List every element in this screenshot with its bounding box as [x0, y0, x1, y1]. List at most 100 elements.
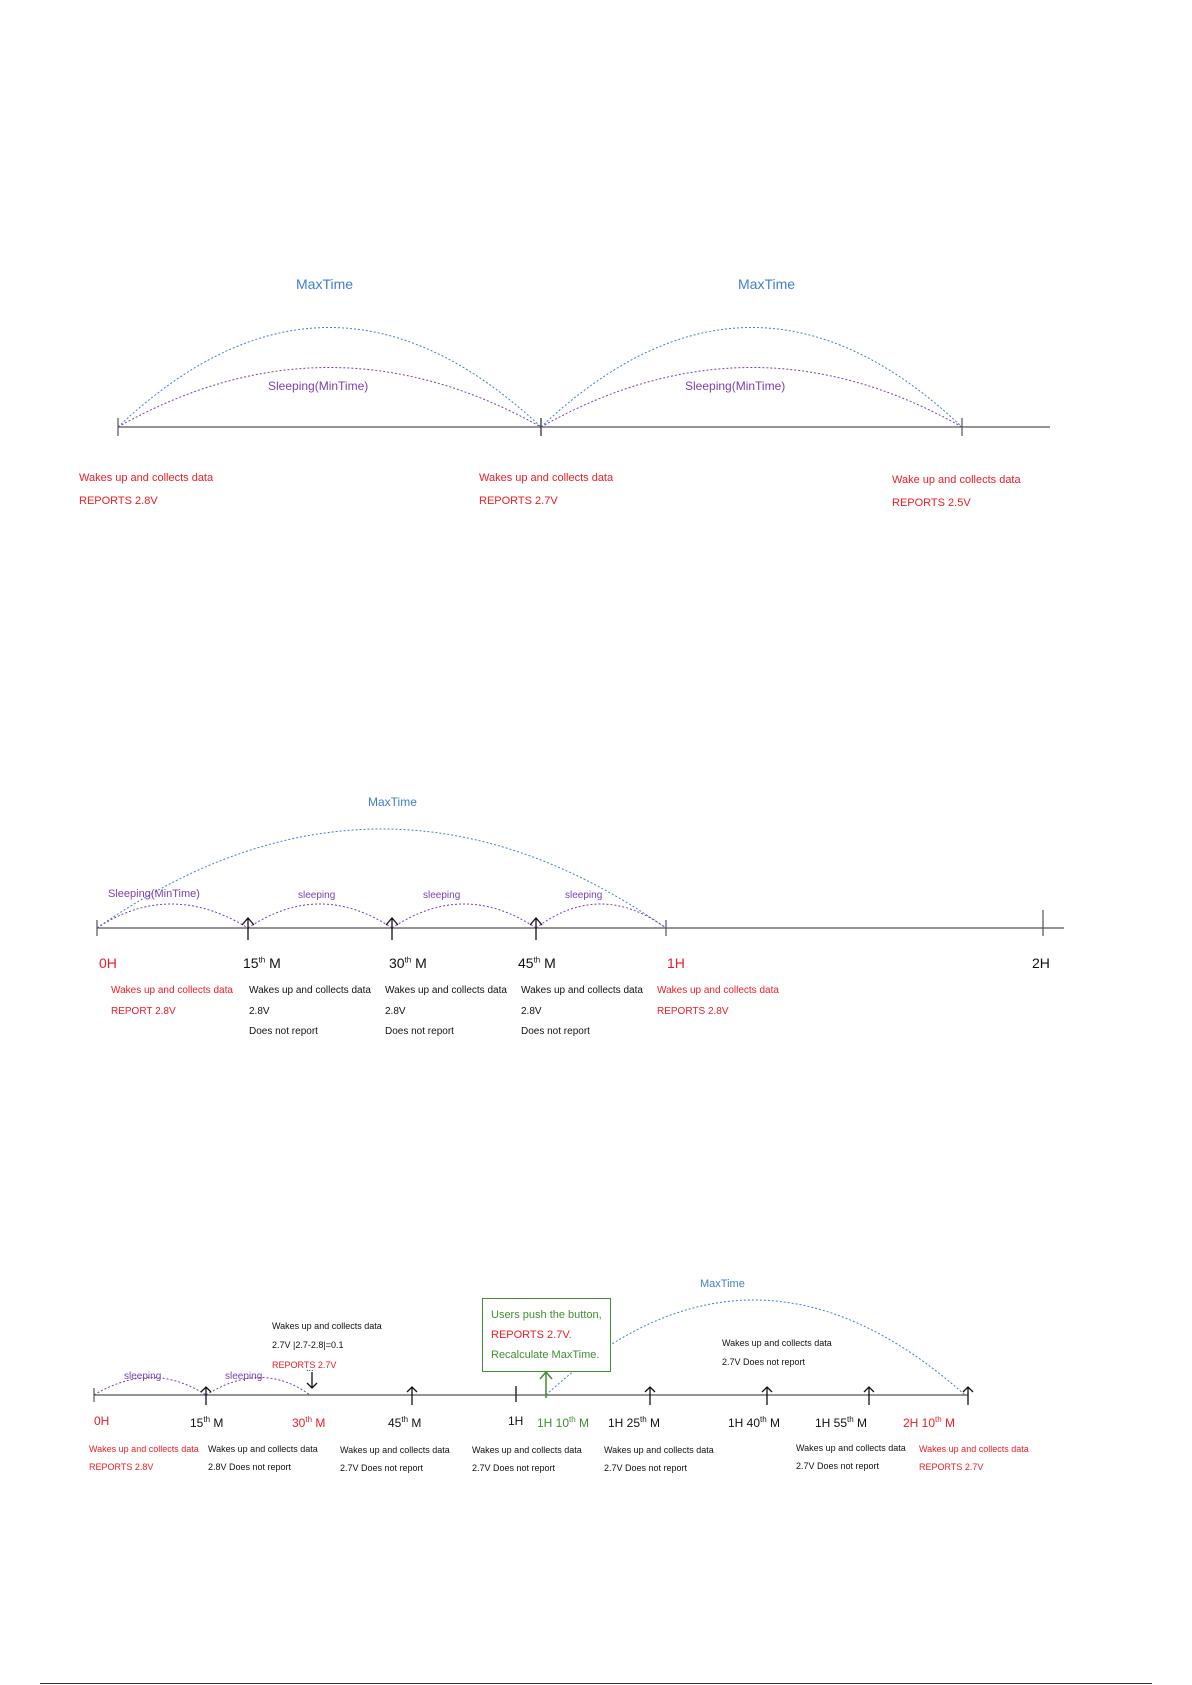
wake-arrow — [863, 1386, 875, 1405]
tick-label-15m: 15th M — [243, 955, 281, 971]
tick-unit: M — [853, 1416, 868, 1430]
event-note-line: Wakes up and collects data — [340, 1445, 450, 1455]
event-note-line: 2.8V — [521, 1005, 542, 1017]
wake-arrow — [962, 1386, 974, 1405]
tick-number: 45 — [388, 1416, 402, 1430]
tick-number: 1H 40 — [728, 1416, 761, 1430]
page-footer-rule — [40, 1683, 1152, 1684]
wake-arrow — [644, 1386, 656, 1405]
maxtime-label: MaxTime — [700, 1278, 745, 1290]
event-note: Wakes up and collects data 2.8V Does not… — [208, 1444, 318, 1473]
event-note: Wakes up and collects data REPORTS 2.7V — [479, 472, 613, 507]
event-note-line: Wakes up and collects data — [249, 985, 371, 996]
maxtime-arc — [117, 327, 542, 428]
tick-ordinal: th — [305, 1415, 313, 1424]
event-note-line: 2.7V Does not report — [796, 1461, 880, 1472]
event-note-line: 2.8V — [385, 1005, 406, 1017]
tick-number: 1H 25 — [608, 1416, 641, 1430]
maxtime-label: MaxTime — [368, 795, 417, 809]
event-note-line: Wakes up and collects data — [919, 1444, 1029, 1454]
sleeping-label: Sleeping(MinTime) — [268, 379, 369, 393]
tick-unit: M — [312, 1416, 326, 1430]
event-note-line: Wake up and collects data — [892, 474, 1021, 486]
wake-arrow — [385, 917, 399, 940]
sleeping-label: Sleeping(MinTime) — [685, 379, 786, 393]
wake-arrow — [241, 917, 255, 940]
wake-arrow — [406, 1386, 418, 1405]
maxtime-arc — [540, 327, 963, 428]
event-note-line: REPORTS 2.8V — [79, 494, 158, 507]
tick-label-1h40m: 1H 40th M — [728, 1415, 780, 1431]
tick-label-45m: 45th M — [388, 1415, 421, 1431]
event-note: Wakes up and collects data REPORTS 2.8V — [89, 1444, 199, 1473]
tick-ordinal: th — [404, 955, 412, 965]
tick-label-2h10m: 2H 10th M — [903, 1415, 955, 1431]
tick-ordinal: th — [935, 1415, 942, 1424]
event-note-line: REPORTS 2.5V — [892, 496, 971, 509]
event-note-line: Wakes up and collects data — [796, 1443, 906, 1453]
tick-label-1h: 1H — [508, 1414, 524, 1428]
sleep-arc — [93, 1377, 207, 1396]
tick-unit: M — [766, 1416, 781, 1430]
event-note-line: Does not report — [249, 1026, 318, 1037]
event-note-line: Wakes up and collects data — [111, 985, 233, 996]
event-note-line: Does not report — [385, 1026, 454, 1037]
tick-number: 15 — [190, 1416, 204, 1430]
event-note: Wakes up and collects data 2.8V Does not… — [249, 985, 371, 1038]
event-note: Wakes up and collects data REPORTS 2.8V — [657, 985, 779, 1017]
event-note: Wakes up and collects data REPORT 2.8V — [111, 985, 233, 1017]
tick-ordinal: th — [760, 1415, 767, 1424]
sleep-arc — [540, 367, 963, 428]
ellipsis-mark: ... — [306, 1363, 314, 1373]
diagram-maxtime-basic: MaxTime MaxTime Sleeping(MinTime) Sleepi… — [0, 240, 1192, 540]
diagram1-graphics — [117, 327, 1050, 436]
tick-label-1h55m: 1H 55th M — [815, 1415, 867, 1431]
callout-line: Recalculate MaxTime. — [491, 1349, 600, 1361]
maxtime-label: MaxTime — [738, 276, 796, 292]
tick-number: 1H 55 — [815, 1416, 848, 1430]
sleeping-label: Sleeping(MinTime) — [108, 888, 200, 900]
tick-ordinal: th — [569, 1415, 576, 1424]
report-30m-note: Wakes up and collects data 2.7V |2.7-2.8… — [272, 1321, 382, 1370]
tick-ordinal: th — [847, 1415, 854, 1424]
diagram2-graphics — [96, 828, 1064, 940]
event-note-line: REPORT 2.8V — [111, 1005, 176, 1017]
event-note-line: REPORTS 2.7V — [479, 494, 558, 507]
diagram-mintime-sleep: MaxTime Sleeping(MinTime) sleeping sleep… — [0, 770, 1192, 1050]
tick-label-0h: 0H — [99, 955, 117, 971]
tick-unit: M — [210, 1416, 224, 1430]
tick-unit: M — [265, 955, 281, 971]
tick-number: 1H 10 — [537, 1416, 570, 1430]
sleep-arc — [391, 903, 537, 929]
event-note: Wakes up and collects data 2.7V Does not… — [604, 1445, 714, 1474]
note-line: REPORTS 2.7V — [272, 1359, 337, 1370]
tick-unit: M — [941, 1416, 956, 1430]
tick-label-15m: 15th M — [190, 1415, 223, 1431]
button-push-arrow — [539, 1370, 553, 1398]
event-note: Wakes up and collects data 2.8V Does not… — [385, 985, 507, 1038]
tick-unit: M — [575, 1416, 590, 1430]
note-line: 2.7V |2.7-2.8|=0.1 — [272, 1340, 344, 1351]
tick-ordinal: th — [258, 955, 266, 965]
wake-arrow — [200, 1386, 212, 1405]
event-note-line: Wakes up and collects data — [79, 472, 214, 484]
tick-unit: M — [411, 955, 427, 971]
maxtime-arc — [96, 828, 667, 929]
note-after-recalc: Wakes up and collects data 2.7V Does not… — [722, 1338, 832, 1368]
callout-line: REPORTS 2.7V. — [491, 1329, 572, 1341]
sleeping-label: sleeping — [124, 1371, 162, 1382]
sleep-arc — [96, 903, 249, 929]
sleep-arc — [205, 1377, 311, 1396]
sleep-arc — [247, 903, 393, 929]
event-note-line: Does not report — [521, 1026, 590, 1037]
sleeping-label: sleeping — [225, 1371, 263, 1382]
wake-arrow — [529, 917, 543, 940]
tick-label-30m: 30th M — [389, 955, 427, 971]
tick-ordinal: th — [203, 1415, 211, 1424]
event-note-line: Wakes up and collects data — [208, 1444, 318, 1454]
event-note-line: REPORTS 2.8V — [657, 1005, 729, 1017]
sleeping-label: sleeping — [565, 890, 603, 901]
tick-number: 15 — [243, 955, 259, 971]
tick-label-2h: 2H — [1032, 955, 1050, 971]
event-note-line: Wakes up and collects data — [604, 1445, 714, 1455]
